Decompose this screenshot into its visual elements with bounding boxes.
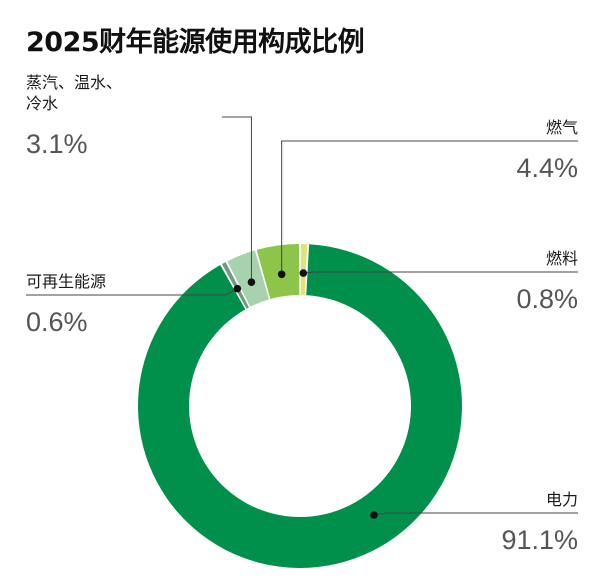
leader-line-1 [373, 512, 578, 516]
leader-line-2 [26, 288, 238, 296]
leader-line-4 [281, 140, 578, 275]
leader-dot-2 [233, 284, 242, 293]
slice-label-1-0: 电力 [546, 490, 578, 509]
slice-value-4: 4.4% [516, 153, 578, 183]
leader-dot-4 [277, 270, 286, 279]
slice-3 [227, 250, 270, 307]
slice-4 [256, 244, 300, 300]
leader-dot-0 [299, 269, 308, 277]
slice-value-3: 3.1% [26, 129, 88, 159]
slice-label-2-0: 可再生能源 [26, 272, 106, 291]
chart-title: 2025财年能源使用构成比例 [26, 27, 365, 58]
slice-value-1: 91.1% [501, 525, 578, 555]
leader-line-0 [303, 271, 578, 274]
slice-value-0: 0.8% [516, 284, 578, 314]
leader-dot-3 [247, 278, 256, 286]
leader-dot-1 [370, 511, 378, 519]
slice-label-3-1: 冷水 [26, 94, 58, 113]
slice-label-4-0: 燃气 [546, 118, 578, 137]
slice-value-2: 0.6% [26, 307, 88, 337]
slice-1 [138, 244, 463, 569]
slice-label-0-0: 燃料 [546, 249, 578, 268]
slice-label-3-0: 蒸汽、温水、 [26, 73, 122, 92]
leader-line-3 [222, 116, 252, 283]
